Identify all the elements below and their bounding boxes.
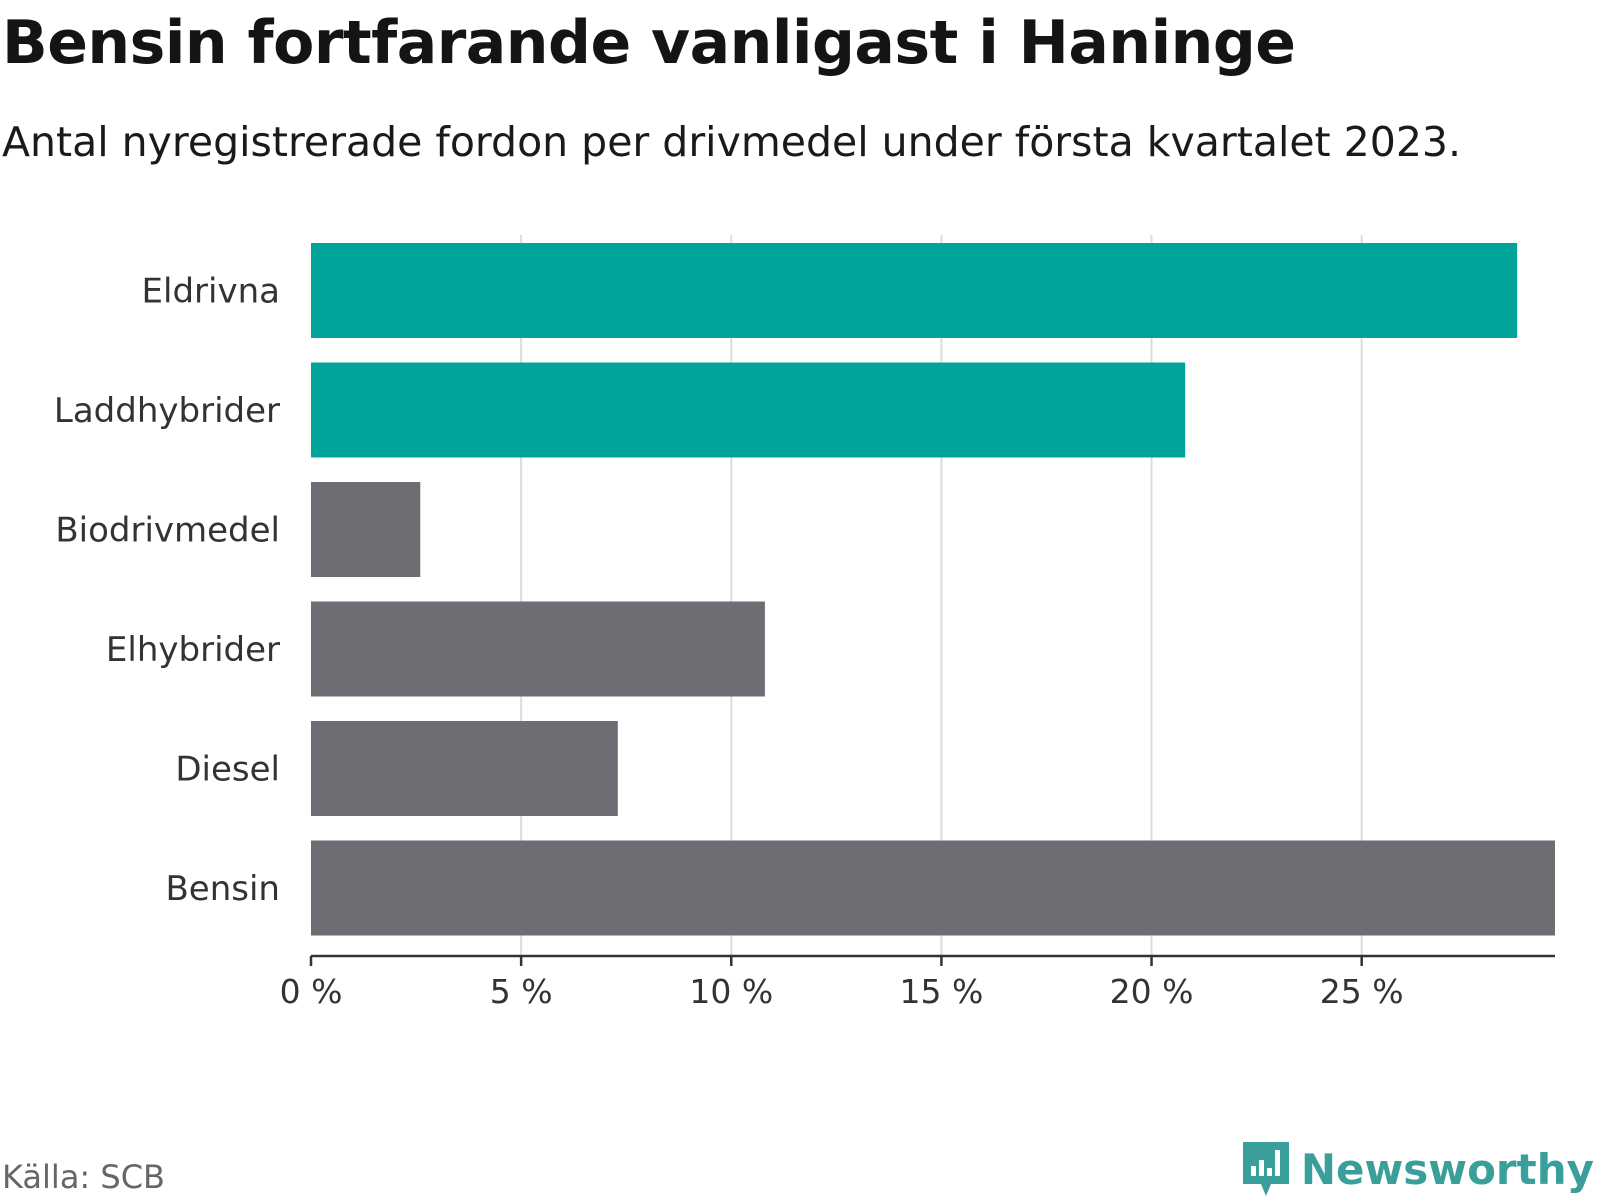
tick-label: 0 % [280,972,343,1011]
category-labels: Eldrivna Laddhybrider Biodrivmedel Elhybrid… [54,272,280,910]
newsworthy-logo-icon [1242,1142,1289,1196]
tick-label: 15 % [899,972,983,1011]
brand-name: Newsworthy [1300,1144,1594,1194]
bar-elhybrider [311,601,765,697]
category-label: Diesel [175,750,280,790]
source-note: Källa: SCB [2,1158,165,1196]
tick-label: 10 % [689,972,773,1011]
bar-bensin [311,840,1555,936]
x-axis: 0 % 5 % 10 % 15 % 20 % 25 % [280,954,1555,1011]
tick-label: 20 % [1110,972,1194,1011]
category-label: Eldrivna [142,272,280,312]
tick-label: 5 % [490,972,553,1011]
chart-subtitle: Antal nyregistrerade fordon per drivmede… [2,118,1462,166]
chart-title: Bensin fortfarande vanligast i Haninge [2,8,1296,78]
bar-laddhybrider [311,362,1186,458]
tick-label: 25 % [1320,972,1404,1011]
bar-diesel [311,721,618,816]
bars [311,243,1555,936]
bar-biodrivmedel [311,482,421,577]
brand-logo: Newsworthy [1241,1140,1594,1198]
category-label: Bensin [165,869,280,909]
category-label: Biodrivmedel [55,511,280,551]
category-label: Elhybrider [106,630,280,670]
gridlines [520,235,1363,956]
category-label: Laddhybrider [54,391,280,431]
bar-eldrivna [311,243,1518,338]
